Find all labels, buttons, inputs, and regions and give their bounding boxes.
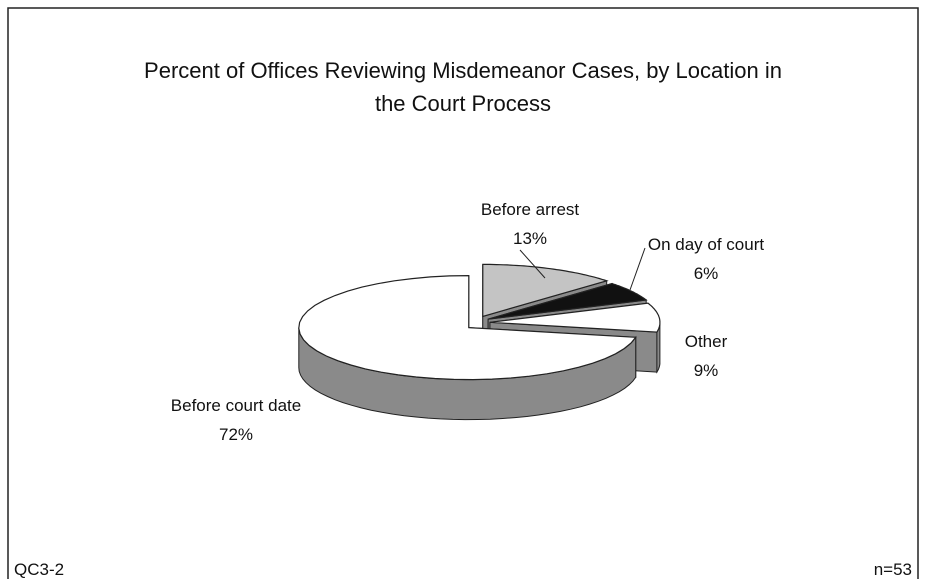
slice-label: Before court date [171, 396, 301, 415]
slice-label: On day of court [648, 235, 765, 254]
slice [298, 274, 637, 381]
labels: Before arrest 13% On day of court 6% Other 9%… [171, 200, 765, 444]
slice-label: Before arrest [481, 200, 580, 219]
slice-label: Other [685, 332, 728, 351]
frame [7, 7, 919, 579]
pie [298, 263, 661, 421]
slice [489, 302, 661, 333]
footnote-left: QC3-2 [14, 560, 64, 579]
chart-title: Percent of Offices Reviewing Misdemeanor… [144, 58, 782, 116]
leader-line [519, 249, 546, 279]
value-label: 72% [219, 425, 253, 444]
value-label: 9% [694, 361, 719, 380]
slice [487, 282, 648, 320]
footnote-right: n=53 [874, 560, 912, 579]
value-label: 13% [513, 229, 547, 248]
leader-line [629, 247, 646, 291]
value-label: 6% [694, 264, 719, 283]
slice [482, 263, 609, 318]
